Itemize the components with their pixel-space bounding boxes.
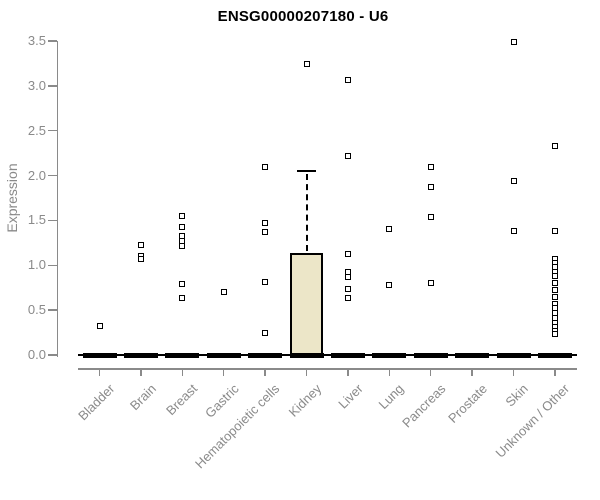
y-tick [48,219,57,222]
x-tick [305,368,308,376]
y-tick [48,354,57,356]
upper-whisker [305,174,308,251]
median-bar [413,352,448,358]
x-tick [554,368,556,376]
outlier-point [137,256,144,262]
median-bar [455,352,490,358]
median-bar [165,352,200,358]
x-tick-label: Gastric [201,381,242,421]
outlier-point [262,164,269,171]
outlier-point [551,273,558,280]
outlier-point [510,177,517,184]
median-bar [289,352,324,358]
x-tick-label: Bladder [74,381,118,424]
median-bar [496,352,531,358]
outlier-point [179,281,186,288]
whisker-cap [297,170,316,173]
y-axis-line [56,41,58,357]
outlier-point [220,289,227,296]
x-tick-label: Skin [502,381,532,410]
outlier-point [551,142,558,149]
box [290,252,323,358]
y-tick [48,309,57,311]
outlier-point [179,294,186,301]
outlier-point [262,329,269,336]
outlier-point [179,223,186,230]
median-bar [330,352,365,358]
outlier-point [386,282,393,289]
x-tick [388,368,391,376]
x-tick [347,368,349,376]
x-tick [264,368,266,376]
x-tick [140,368,142,376]
y-tick [48,264,57,267]
y-tick-label: 0.5 [27,302,46,318]
outlier-point [551,228,558,235]
y-tick-label: 2.0 [27,167,46,183]
x-tick [512,368,515,376]
y-tick-label: 3.5 [27,33,46,48]
x-tick-label: Breast [162,381,200,419]
outlier-point [551,293,558,300]
x-tick [429,368,432,376]
outlier-point [262,220,269,227]
x-tick-label: Brain [126,381,159,414]
y-tick [48,174,57,177]
outlier-point [344,250,351,257]
outlier-point [262,229,269,236]
x-tick [181,368,184,376]
x-tick-label: Pancreas [398,381,449,431]
outlier-point [427,213,434,220]
median-bar [206,352,241,358]
median-bar [537,352,572,358]
y-tick-label: 3.0 [27,77,46,93]
median-bar [82,352,117,358]
x-tick-label: Lung [375,381,407,413]
outlier-point [179,212,186,219]
x-tick-label: Unknown / Other [492,381,573,461]
outlier-point [510,228,517,235]
outlier-point [344,152,351,159]
y-tick [48,85,57,87]
outlier-point [179,243,186,250]
y-tick [48,129,57,132]
median-bar [248,352,283,358]
outlier-point [344,295,351,302]
x-axis-line [78,368,577,370]
y-tick-label: 1.0 [27,257,46,273]
outlier-point [551,280,558,287]
outlier-point [262,279,269,286]
outlier-point [386,225,393,232]
median-bar [372,352,407,358]
y-tick-label: 1.5 [27,212,46,228]
y-tick-label: 0.0 [27,347,46,362]
outlier-point [344,77,351,84]
x-tick [222,368,225,376]
outlier-point [427,164,434,171]
outlier-point [427,184,434,191]
x-tick-label: Prostate [444,381,490,426]
median-bar [123,352,158,358]
outlier-point [551,331,558,338]
outlier-point [303,61,310,68]
outlier-point [344,285,351,292]
chart-title: ENSG00000207180 - U6 [217,8,389,25]
x-tick [471,368,473,376]
x-tick [98,368,101,376]
x-tick-label: Liver [334,381,366,412]
outlier-point [427,280,434,287]
outlier-point [137,241,144,248]
outlier-point [551,286,558,293]
x-tick-label: Kidney [285,381,325,420]
outlier-point [344,273,351,280]
outlier-point [510,38,517,45]
y-tick [48,40,57,42]
outlier-point [96,323,103,330]
y-tick-label: 2.5 [27,122,46,138]
